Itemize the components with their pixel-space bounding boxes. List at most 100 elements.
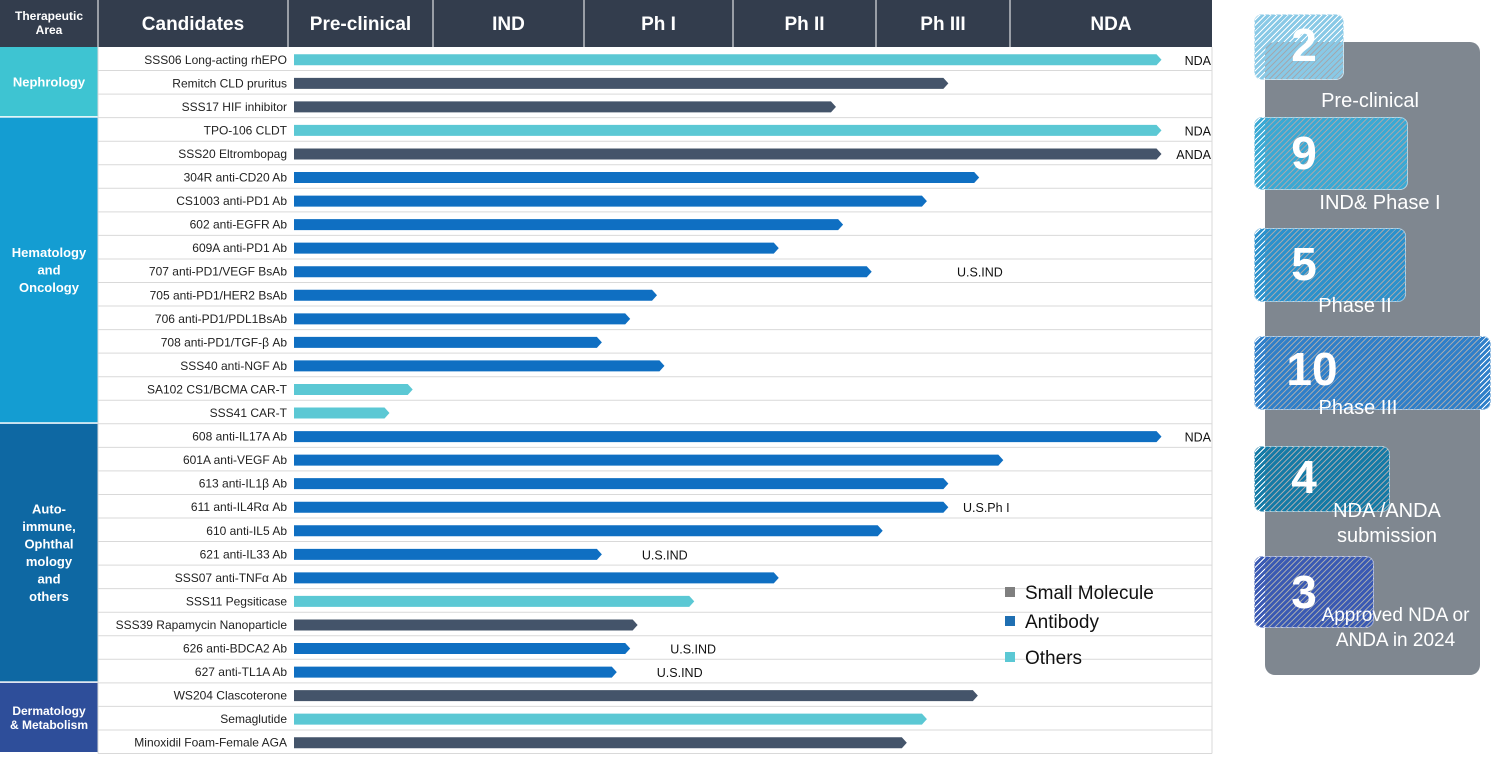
summary-label-preclinical: Pre-clinical (1321, 90, 1419, 112)
progress-bar (294, 336, 602, 348)
candidate-label: Semaglutide (220, 712, 287, 726)
stage-annotation: U.S.IND (670, 643, 716, 657)
summary-count-ind-phase1: 9 (1291, 127, 1317, 179)
progress-bar (294, 666, 617, 678)
candidate-label: 609A anti-PD1 Ab (192, 241, 287, 255)
stage-annotation: U.S.Ph I (963, 501, 1010, 515)
progress-bar (294, 266, 872, 278)
summary-box-ind-phase1 (1254, 117, 1408, 190)
progress-bar (294, 501, 949, 513)
summary-count-phase2: 5 (1291, 238, 1317, 290)
candidate-label: 304R anti-CD20 Ab (184, 171, 288, 185)
legend-swatch (1005, 616, 1015, 626)
summary-label-phase2: Phase II (1318, 295, 1392, 317)
stage-annotation: U.S.IND (657, 666, 703, 680)
candidate-label: SSS41 CAR-T (210, 406, 288, 420)
candidate-label: TPO-106 CLDT (204, 123, 288, 137)
header-stage-pre-clinical: Pre-clinical (310, 14, 411, 35)
progress-bar (294, 643, 631, 655)
summary-label-approved: Approved NDA or ANDA in 2024 (1321, 605, 1470, 651)
candidate-label: SSS11 Pegsiticase (186, 594, 287, 608)
progress-bar (294, 478, 949, 490)
candidate-label: SSS07 anti-TNFα Ab (175, 571, 288, 585)
progress-bar (294, 54, 1162, 66)
legend-label: Antibody (1025, 612, 1099, 633)
progress-bar (294, 383, 413, 395)
header-stage-ph-ii: Ph II (784, 14, 824, 35)
progress-bar (294, 289, 658, 301)
candidate-label: 621 anti-IL33 Ab (200, 547, 288, 561)
area-label: Nephrology (13, 74, 86, 89)
candidate-label: WS204 Clascoterone (174, 689, 288, 703)
progress-bar (294, 313, 631, 325)
summary-label-nda-submission: NDA /ANDA submission (1333, 500, 1441, 547)
progress-bar (294, 595, 695, 607)
progress-bar (294, 619, 638, 631)
progress-bar (294, 101, 836, 113)
candidate-label: 708 anti-PD1/TGF-β Ab (161, 335, 288, 349)
area-label: Dermatology & Metabolism (10, 704, 88, 732)
area-block (0, 47, 98, 117)
area-label: Auto-immune, Ophthal mology and others (22, 502, 75, 605)
progress-bar (294, 124, 1162, 136)
candidate-label: CS1003 anti-PD1 Ab (176, 194, 287, 208)
candidate-label: 601A anti-VEGF Ab (183, 453, 287, 467)
candidate-label: 611 anti-IL4Rα Ab (191, 500, 287, 514)
area-block (0, 117, 98, 423)
progress-bar (294, 572, 779, 584)
area-block (0, 682, 98, 752)
summary-label-ind-phase1: IND& Phase I (1319, 192, 1441, 214)
summary-panel-background (1265, 42, 1480, 675)
candidate-label: 706 anti-PD1/PDL1BsAb (155, 312, 287, 326)
area-label: Hematology and Oncology (12, 245, 87, 295)
stage-annotation: ANDA (1176, 148, 1211, 162)
candidate-label: 627 anti-TL1A Ab (195, 665, 287, 679)
legend-swatch (1005, 652, 1015, 662)
candidate-label: 613 anti-IL1β Ab (199, 477, 288, 491)
candidate-label: 626 anti-BDCA2 Ab (183, 642, 287, 656)
candidate-label: SSS39 Rapamycin Nanoparticle (116, 618, 288, 632)
candidate-label: 707 anti-PD1/VEGF BsAb (149, 265, 287, 279)
summary-count-nda-submission: 4 (1291, 451, 1317, 503)
progress-bar (294, 148, 1162, 160)
progress-bar (294, 737, 907, 749)
header-stage-ph-i: Ph I (641, 14, 676, 35)
summary-box-preclinical (1254, 14, 1344, 80)
progress-bar (294, 172, 980, 184)
stage-annotation: NDA (1185, 124, 1212, 138)
progress-bar (294, 242, 779, 254)
candidate-label: SSS17 HIF inhibitor (182, 100, 287, 114)
summary-count-approved: 3 (1291, 566, 1317, 618)
progress-bar (294, 548, 602, 560)
progress-bar (294, 195, 927, 207)
candidate-label: SA102 CS1/BCMA CAR-T (147, 382, 288, 396)
stage-annotation: NDA (1185, 54, 1212, 68)
progress-bar (294, 219, 844, 231)
candidate-label: SSS40 anti-NGF Ab (180, 359, 287, 373)
progress-bar (294, 690, 978, 702)
progress-bar (294, 360, 665, 372)
legend-label: Small Molecule (1025, 583, 1154, 604)
candidate-label: Minoxidil Foam-Female AGA (134, 736, 287, 750)
candidate-label: 610 anti-IL5 Ab (206, 524, 287, 538)
legend-swatch (1005, 587, 1015, 597)
candidate-label: SSS06 Long-acting rhEPO (144, 53, 287, 67)
progress-bar (294, 407, 390, 419)
stage-annotation: U.S.IND (957, 266, 1003, 280)
summary-box-approved (1254, 556, 1374, 628)
pipeline-chart: Therapeutic Area Candidates Pre-clinical IND… (0, 0, 1213, 754)
progress-bar (294, 454, 1004, 466)
candidate-label: 705 anti-PD1/HER2 BsAb (150, 288, 288, 302)
stage-annotation: NDA (1185, 431, 1212, 445)
legend-label: Others (1025, 648, 1082, 669)
summary-count-preclinical: 2 (1291, 19, 1317, 71)
area-block (0, 423, 98, 682)
progress-bar (294, 525, 883, 537)
progress-bar (294, 431, 1162, 443)
progress-bar (294, 713, 927, 725)
candidate-label: SSS20 Eltrombopag (178, 147, 287, 161)
summary-box-phase2 (1254, 228, 1406, 302)
candidate-label: 602 anti-EGFR Ab (190, 218, 288, 232)
stage-annotation: U.S.IND (642, 548, 688, 562)
header-candidates: Candidates (142, 14, 244, 35)
